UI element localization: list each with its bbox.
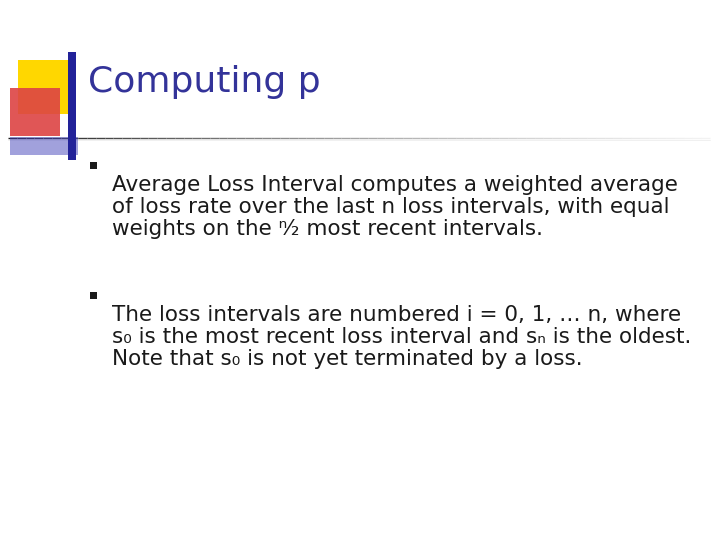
Text: weights on the ⁿ⁄₂ most recent intervals.: weights on the ⁿ⁄₂ most recent intervals… [112,219,543,239]
Bar [90,162,97,169]
Bar [10,137,78,155]
Text: The loss intervals are numbered i = 0, 1, … n, where: The loss intervals are numbered i = 0, 1… [112,305,681,325]
Bar [68,52,76,160]
Bar [90,292,97,299]
Text: of loss rate over the last n loss intervals, with equal: of loss rate over the last n loss interv… [112,197,670,217]
Text: Computing p: Computing p [88,65,320,99]
Text: Average Loss Interval computes a weighted average: Average Loss Interval computes a weighte… [112,175,678,195]
Text: Note that s₀ is not yet terminated by a loss.: Note that s₀ is not yet terminated by a … [112,349,582,369]
Text: s₀ is the most recent loss interval and sₙ is the oldest.: s₀ is the most recent loss interval and … [112,327,691,347]
Bar [10,88,60,136]
Bar [18,60,72,114]
